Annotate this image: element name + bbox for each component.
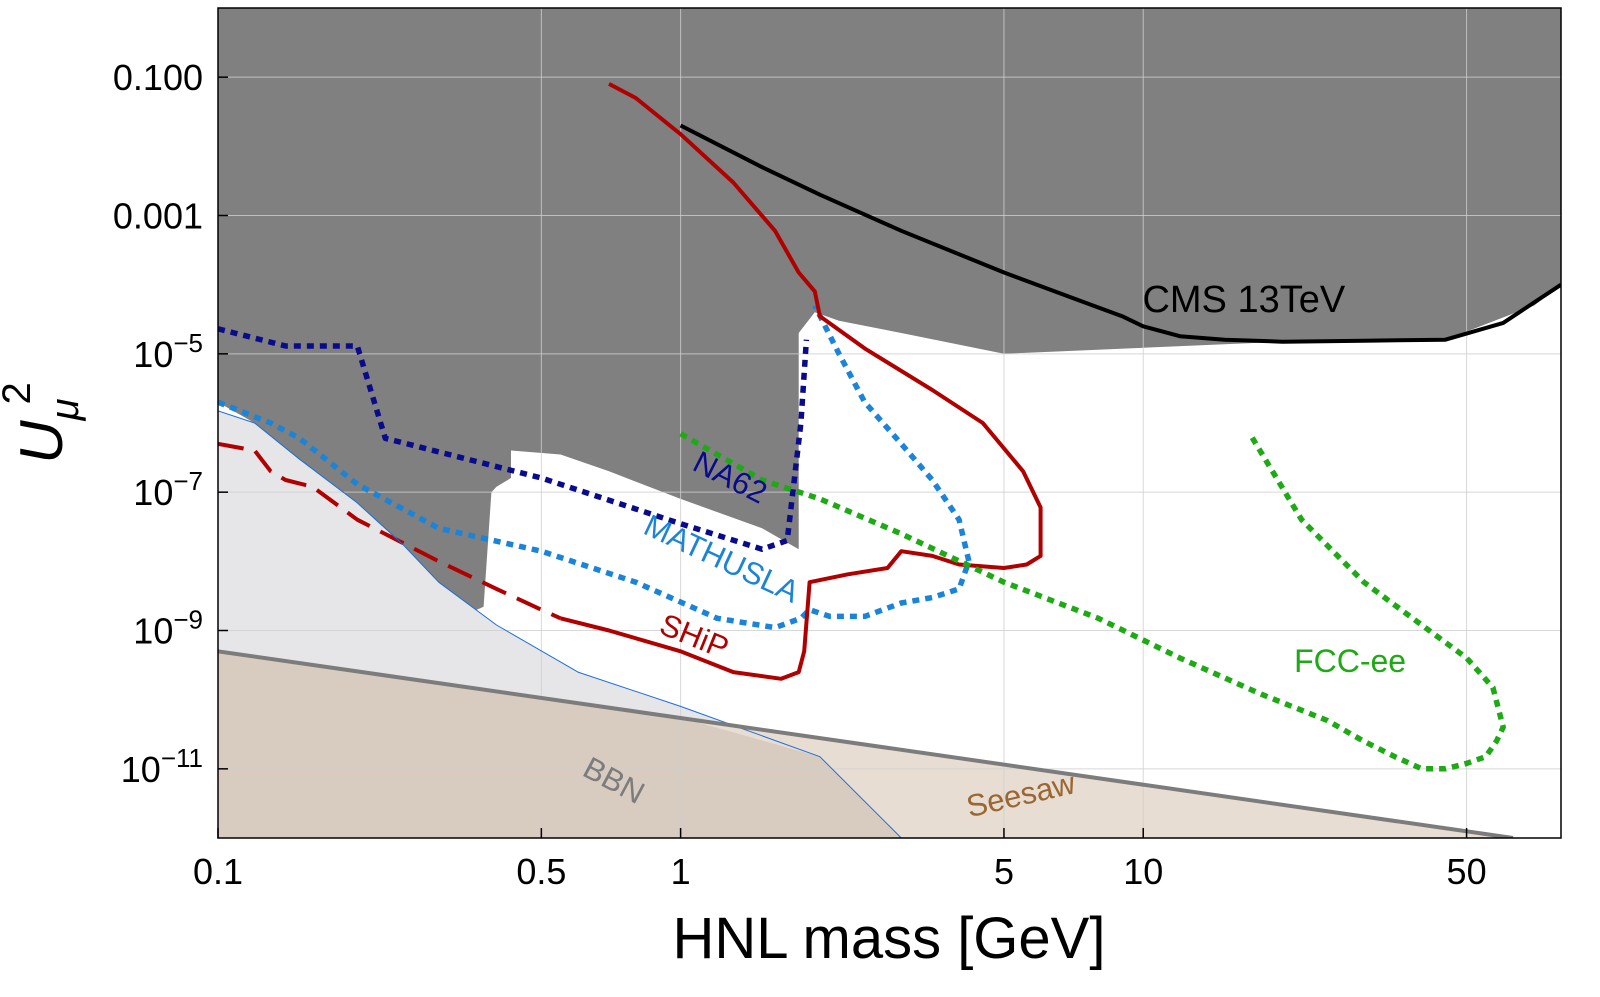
series-seesaw bbox=[218, 649, 1514, 838]
x-tick-label: 50 bbox=[1447, 851, 1487, 892]
y-tick-label: 10−5 bbox=[133, 328, 203, 375]
series-cms-13tev bbox=[679, 123, 1561, 344]
overlap-region bbox=[218, 651, 902, 838]
y-axis-label-sup: 2 bbox=[0, 382, 39, 404]
y-axis-label-sub: μ bbox=[43, 398, 87, 421]
x-axis-ticks: 0.1 0.5 1 5 10 50 bbox=[193, 828, 1487, 892]
series-mathusla bbox=[218, 304, 972, 631]
grid-layer bbox=[218, 8, 1561, 838]
y-axis-ticks: 0.100 0.001 10−5 10−7 10−9 10−11 bbox=[113, 57, 228, 790]
series-ship-dashed bbox=[218, 441, 562, 621]
x-tick-label: 10 bbox=[1123, 851, 1163, 892]
x-tick-label: 1 bbox=[671, 851, 691, 892]
y-axis-label-main: U bbox=[8, 420, 75, 464]
excluded bbox=[218, 8, 1561, 631]
label-cms-13tev: CMS 13TeV bbox=[1142, 279, 1345, 321]
x-tick-label: 5 bbox=[994, 851, 1014, 892]
y-tick-label: 10−11 bbox=[121, 743, 203, 790]
series-fcc-ee bbox=[679, 431, 1506, 772]
series-na62 bbox=[218, 326, 810, 552]
y-tick-label: 10−9 bbox=[133, 605, 203, 652]
label-fcc-ee: FCC-ee bbox=[1294, 643, 1406, 679]
x-axis-label: HNL mass [GeV] bbox=[673, 906, 1106, 971]
y-tick-label: 10−7 bbox=[133, 466, 203, 513]
series-layer bbox=[218, 82, 1561, 838]
series-ship bbox=[560, 82, 1043, 681]
plot-frame bbox=[217, 7, 1562, 839]
x-tick-label: 0.1 bbox=[193, 851, 243, 892]
y-tick-label: 0.100 bbox=[113, 57, 203, 98]
y-axis-label: Uμ2 bbox=[0, 382, 87, 464]
x-tick-label: 0.5 bbox=[516, 851, 566, 892]
y-tick-label: 0.001 bbox=[113, 196, 203, 237]
